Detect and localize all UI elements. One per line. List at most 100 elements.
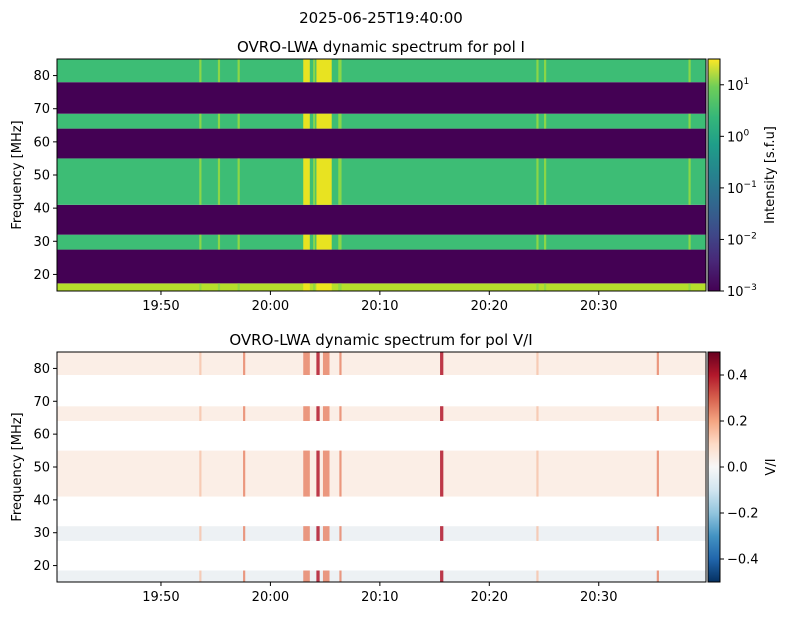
y-tick-label: 50: [33, 461, 50, 476]
burst-stripe-1-1: [316, 526, 320, 541]
burst-stripe-4-3: [243, 406, 246, 421]
spectrum-band-2: [57, 234, 706, 250]
burst-stripe-5-0: [440, 570, 444, 582]
burst-stripe-3-0: [339, 570, 342, 582]
y-tick-label: 40: [33, 493, 50, 508]
burst-stripe-2-0: [322, 570, 330, 582]
burst-stripe-3-1: [217, 234, 221, 250]
burst-stripe-0-4: [303, 352, 310, 375]
burst-stripe-9-3: [688, 113, 691, 129]
burst-stripe-0-1: [303, 234, 310, 250]
burst-stripe-4-1: [243, 526, 246, 541]
burst-stripe-7-0: [536, 570, 539, 582]
pol-vi-colorbar: [707, 351, 721, 583]
burst-stripe-1-1: [316, 234, 332, 250]
spectrum-band-5: [57, 128, 706, 159]
colorbar-tick-label: 0.0: [727, 461, 748, 476]
burst-stripe-6-4: [199, 352, 202, 375]
burst-stripe-5-2: [313, 158, 316, 205]
burst-stripe-2-2: [199, 158, 202, 205]
panel-pol-vi: OVRO-LWA dynamic spectrum for pol V/I 20…: [10, 331, 779, 605]
x-tick-label: 20:30: [580, 299, 617, 314]
burst-stripe-2-0: [199, 283, 202, 291]
spectrum-band-6: [57, 406, 706, 421]
burst-stripe-3-1: [339, 526, 342, 541]
spectrum-band-2: [57, 526, 706, 541]
y-tick-label: 50: [33, 169, 50, 184]
burst-stripe-0-4: [303, 59, 310, 83]
colorbar-tick-label: 0.2: [727, 415, 748, 430]
burst-stripe-8-3: [656, 406, 659, 421]
spectrum-band-0: [57, 283, 706, 291]
burst-stripe-6-0: [199, 570, 202, 582]
burst-stripe-3-3: [217, 113, 221, 129]
pol-i-heatmap: [57, 59, 706, 291]
burst-stripe-5-1: [440, 526, 444, 541]
burst-stripe-8-3: [544, 113, 547, 129]
burst-stripe-7-3: [536, 406, 539, 421]
burst-stripe-4-0: [237, 283, 240, 291]
burst-stripe-6-2: [338, 158, 342, 205]
y-tick-label: 20: [33, 559, 50, 574]
x-tick-label: 20:10: [361, 590, 398, 605]
spectrum-band-6: [57, 113, 706, 129]
colorbar-tick-label: 10−2: [727, 231, 757, 248]
burst-stripe-6-3: [338, 113, 342, 129]
colorbar-tick-label: 10−1: [727, 180, 757, 197]
burst-stripe-2-1: [199, 234, 202, 250]
y-tick-label: 70: [33, 102, 50, 117]
burst-stripe-7-0: [536, 283, 539, 291]
y-tick-label: 70: [33, 395, 50, 410]
pol-vi-heatmap: [57, 352, 706, 582]
colorbar-tick-label: 100: [727, 128, 750, 145]
burst-stripe-9-2: [688, 158, 691, 205]
x-tick-label: 20:00: [252, 590, 289, 605]
burst-stripe-0-2: [303, 450, 310, 497]
burst-stripe-0-2: [303, 158, 310, 205]
burst-stripe-7-2: [536, 450, 539, 497]
burst-stripe-9-1: [688, 234, 691, 250]
y-tick-label: 20: [33, 268, 50, 283]
burst-stripe-1-2: [316, 158, 332, 205]
burst-stripe-0-0: [303, 570, 310, 582]
y-tick-label: 30: [33, 235, 50, 250]
pol-i-colorbar-ticks: 10−3 10−2 10−1 100 101: [720, 77, 757, 300]
burst-stripe-4-4: [243, 352, 246, 375]
spectrum-band-1: [57, 540, 706, 571]
burst-stripe-1-2: [316, 450, 320, 497]
burst-stripe-1-4: [316, 352, 320, 375]
x-tick-label: 19:50: [142, 299, 179, 314]
burst-stripe-7-4: [536, 59, 539, 83]
spectrum-band-4: [57, 450, 706, 497]
spectrum-band-7: [57, 375, 706, 407]
pol-i-colorbar: [707, 58, 721, 292]
burst-stripe-3-3: [339, 406, 342, 421]
x-tick-label: 20:10: [361, 299, 398, 314]
burst-stripe-8-2: [656, 450, 659, 497]
burst-stripe-8-0: [544, 283, 547, 291]
y-tick-label: 30: [33, 526, 50, 541]
burst-stripe-2-4: [199, 59, 202, 83]
burst-stripe-9-4: [688, 59, 691, 83]
burst-stripe-6-2: [199, 450, 202, 497]
colorbar-tick-label: 101: [727, 77, 749, 94]
colorbar-tick-label: 10−3: [727, 283, 757, 300]
burst-stripe-6-0: [338, 283, 342, 291]
burst-stripe-4-1: [237, 234, 240, 250]
burst-stripe-8-2: [544, 158, 547, 205]
panel-pol-i: OVRO-LWA dynamic spectrum for pol I 20 30…: [10, 38, 778, 314]
burst-stripe-0-3: [303, 406, 310, 421]
burst-stripe-3-4: [217, 59, 221, 83]
spectrum-band-3: [57, 496, 706, 527]
burst-stripe-2-2: [322, 450, 330, 497]
y-tick-label: 80: [33, 362, 50, 377]
burst-stripe-6-3: [199, 406, 202, 421]
pol-vi-x-axis: 19:50 20:00 20:10 20:20 20:30: [142, 582, 617, 605]
colorbar-tick-label: −0.2: [727, 507, 759, 522]
burst-stripe-3-2: [339, 450, 342, 497]
burst-stripe-7-2: [536, 158, 539, 205]
burst-stripe-4-2: [237, 158, 240, 205]
burst-stripe-7-3: [536, 113, 539, 129]
burst-stripe-1-3: [316, 113, 332, 129]
